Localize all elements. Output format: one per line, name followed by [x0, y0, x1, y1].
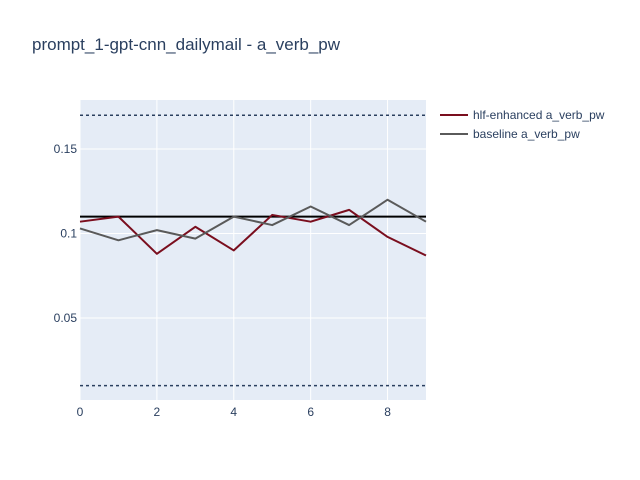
x-tick-label: 4: [230, 405, 237, 419]
x-tick-label: 0: [77, 405, 84, 419]
series-line-2: [79, 198, 427, 242]
y-axis-ticks: 0.05 0.1 0.15: [54, 142, 78, 325]
x-tick-label: 6: [307, 405, 314, 419]
plot-area: [80, 100, 426, 400]
legend[interactable]: hlf-enhanced a_verb_pw baseline a_verb_pw: [440, 108, 605, 141]
legend-label-2: baseline a_verb_pw: [473, 127, 580, 141]
legend-label-1: hlf-enhanced a_verb_pw: [473, 108, 605, 122]
x-tick-label: 8: [384, 405, 391, 419]
reference-lines: [80, 114, 426, 387]
y-tick-label: 0.15: [54, 142, 78, 156]
y-tick-label: 0.1: [60, 227, 77, 241]
x-axis-ticks: 0 2 4 6 8: [77, 405, 392, 419]
chart-title: prompt_1-gpt-cnn_dailymail - a_verb_pw: [32, 35, 341, 54]
x-tick-label: 2: [154, 405, 161, 419]
series-lines: [79, 198, 427, 257]
y-tick-label: 0.05: [54, 311, 78, 325]
